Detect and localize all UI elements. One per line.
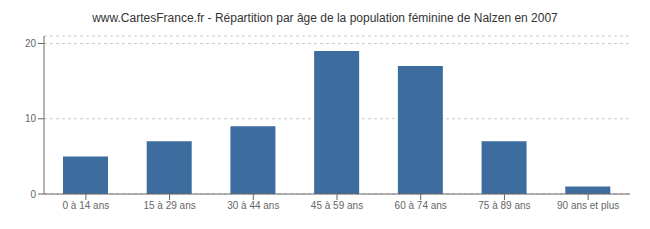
svg-text:0 à 14 ans: 0 à 14 ans [62, 200, 109, 211]
svg-text:15 à 29 ans: 15 à 29 ans [143, 200, 195, 211]
svg-text:45 à 59 ans: 45 à 59 ans [311, 200, 363, 211]
svg-text:75 à 89 ans: 75 à 89 ans [478, 200, 530, 211]
svg-text:90 ans et plus: 90 ans et plus [557, 200, 619, 211]
svg-text:20: 20 [25, 38, 37, 49]
svg-text:10: 10 [25, 113, 37, 124]
svg-text:30 à 44 ans: 30 à 44 ans [227, 200, 279, 211]
svg-text:60 à 74 ans: 60 à 74 ans [395, 200, 447, 211]
html-text:www.CartesFrance.fr - Répartit: www.CartesFrance.fr - Répartition par âg… [92, 11, 558, 25]
svg-text:0: 0 [30, 189, 36, 200]
